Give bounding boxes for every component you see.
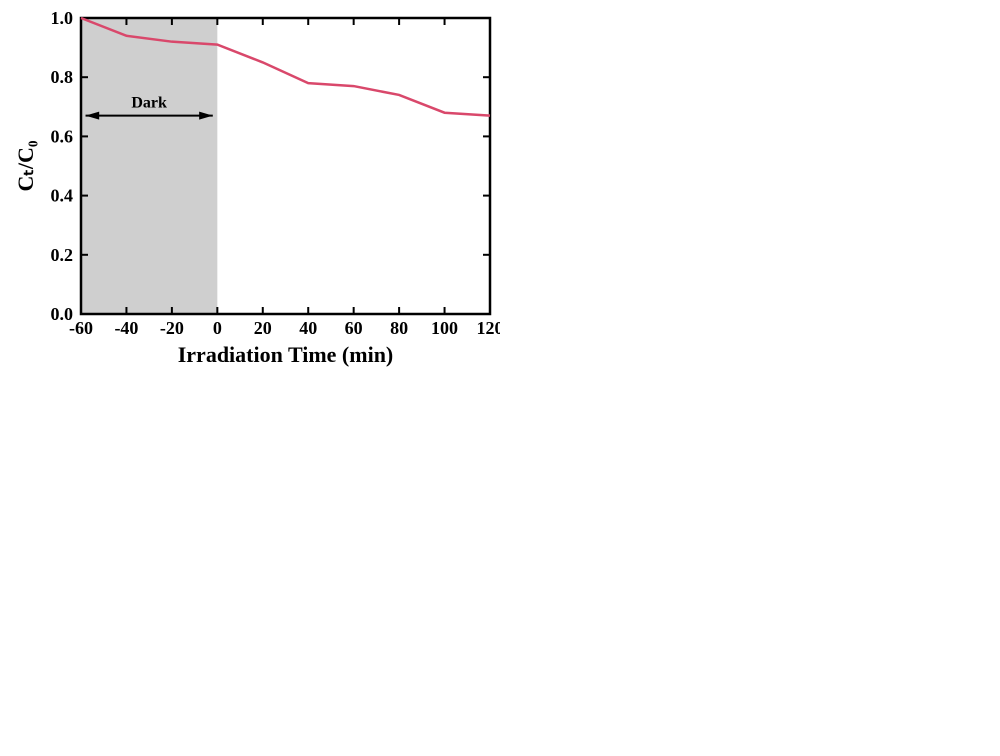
svg-text:Cₜ/C₀: Cₜ/C₀: [13, 140, 38, 191]
svg-text:0.2: 0.2: [51, 245, 74, 265]
svg-text:Dark: Dark: [131, 95, 167, 112]
svg-text:20: 20: [254, 318, 272, 338]
svg-text:40: 40: [299, 318, 317, 338]
svg-text:0: 0: [213, 318, 222, 338]
svg-text:0.0: 0.0: [51, 304, 74, 324]
svg-text:Irradiation Time (min): Irradiation Time (min): [178, 342, 394, 367]
svg-text:100: 100: [431, 318, 458, 338]
svg-text:80: 80: [390, 318, 408, 338]
svg-text:0.8: 0.8: [51, 67, 74, 87]
svg-text:1.0: 1.0: [51, 8, 74, 28]
panel-a-degradation-curves: -60-40-200204060801001200.00.20.40.60.81…: [6, 4, 500, 374]
svg-text:120: 120: [477, 318, 501, 338]
svg-text:0.4: 0.4: [51, 186, 74, 206]
svg-text:-20: -20: [160, 318, 184, 338]
svg-text:60: 60: [345, 318, 363, 338]
svg-text:-40: -40: [114, 318, 138, 338]
svg-text:0.6: 0.6: [51, 126, 74, 146]
